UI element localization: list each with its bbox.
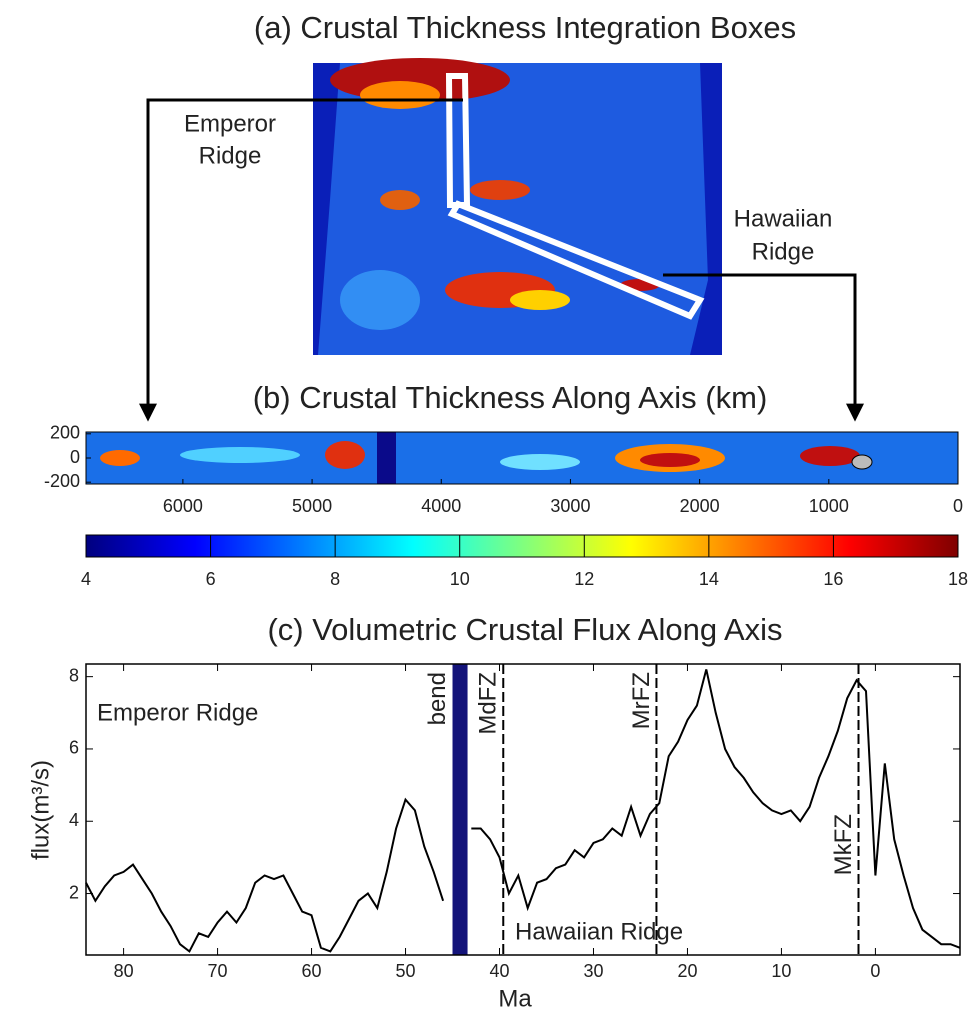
section-image <box>86 432 958 484</box>
panel-a-title: (a) Crustal Thickness Integration Boxes <box>254 10 796 45</box>
colorbar-tick-label: 6 <box>206 569 216 589</box>
axes-frame <box>85 663 961 956</box>
y-tick-label: 0 <box>70 447 80 467</box>
map-label: Emperor <box>184 110 276 137</box>
x-tick-label: 0 <box>953 496 963 516</box>
colorbar-tick-label: 12 <box>574 569 594 589</box>
panel-b-title: (b) Crustal Thickness Along Axis (km) <box>253 380 768 415</box>
x-tick-label: 70 <box>208 961 228 981</box>
map-image <box>139 58 864 422</box>
y-tick-label: -200 <box>44 471 80 491</box>
fracture-zone-label: MkFZ <box>830 814 857 875</box>
x-tick-label: 40 <box>489 961 509 981</box>
x-tick-label: 10 <box>771 961 791 981</box>
fracture-zone-label: MrFZ <box>628 672 655 729</box>
y-tick-label: 200 <box>50 423 80 443</box>
colorbar-tick-label: 18 <box>948 569 968 589</box>
y-tick-label: 4 <box>69 810 79 830</box>
x-tick-label: 2000 <box>680 496 720 516</box>
colorbar-tick-label: 4 <box>81 569 91 589</box>
x-tick-label: 5000 <box>292 496 332 516</box>
colorbar-tick-label: 10 <box>450 569 470 589</box>
colorbar <box>85 534 959 558</box>
y-axis-label: flux(m³/s) <box>27 760 54 860</box>
x-tick-label: 1000 <box>809 496 849 516</box>
x-tick-label: 80 <box>114 961 134 981</box>
colorbar-tick-label: 8 <box>330 569 340 589</box>
colorbar-tick-label: 16 <box>823 569 843 589</box>
colorbar-tick-label: 14 <box>699 569 719 589</box>
bend-band <box>452 664 468 955</box>
x-tick-label: 6000 <box>163 496 203 516</box>
y-tick-label: 2 <box>69 882 79 902</box>
fracture-zone-label: MdFZ <box>475 672 502 735</box>
x-axis-label: Ma <box>498 985 532 1012</box>
x-tick-label: 30 <box>583 961 603 981</box>
y-tick-label: 8 <box>69 665 79 685</box>
annotation: Hawaiian Ridge <box>515 918 683 945</box>
x-tick-label: 20 <box>677 961 697 981</box>
x-tick-label: 50 <box>396 961 416 981</box>
y-tick-label: 6 <box>69 738 79 758</box>
x-tick-label: 0 <box>870 961 880 981</box>
x-tick-label: 60 <box>302 961 322 981</box>
panel-c-title: (c) Volumetric Crustal Flux Along Axis <box>267 612 782 647</box>
map-label: Ridge <box>199 142 262 169</box>
x-tick-label: 4000 <box>421 496 461 516</box>
flux-line <box>85 669 961 953</box>
bend-label: bend <box>424 672 451 725</box>
map-label: Ridge <box>752 238 815 265</box>
map-label: Hawaiian <box>734 205 833 232</box>
x-tick-label: 3000 <box>550 496 590 516</box>
annotation: Emperor Ridge <box>97 699 258 726</box>
